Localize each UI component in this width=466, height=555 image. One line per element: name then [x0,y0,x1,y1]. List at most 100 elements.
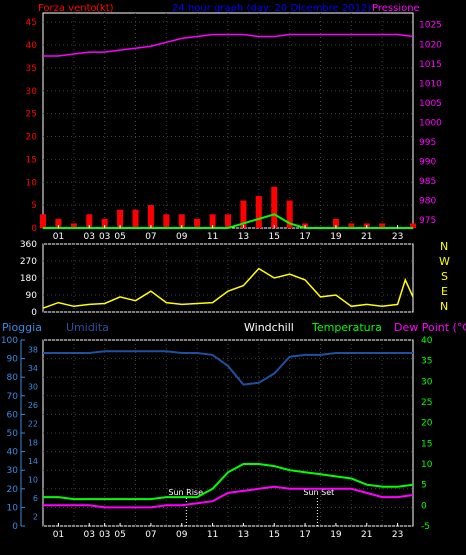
rain-tick-label: 30 [7,466,19,476]
humidity-tick-label: 38 [28,345,38,354]
pressure-label: Pressione [372,3,420,14]
left-tick-label: 40 [26,41,38,51]
right-tick-label: 1000 [419,118,442,128]
rain-tick-label: 80 [7,373,19,383]
left-tick-label: 45 [26,18,37,28]
left-tick-label: 15 [26,155,37,165]
left-tick-label: 0 [31,224,37,234]
temp-tick-label: 25 [421,398,432,408]
gust-bar [410,223,416,228]
temperature-label: Temperatura [311,321,382,334]
panel3-temp-ticks: -5 0 5 10 15 20 25 30 35 40 [421,336,433,532]
gust-bar [286,200,293,228]
compass-w: W [439,255,450,268]
wind-speed-label: Forza vento [38,3,97,14]
x-tick-label: 15 [269,232,280,242]
temp-tick-label: 30 [421,377,433,387]
x-tick-label: 03 [99,530,110,540]
rain-tick-label: 50 [7,429,19,439]
gust-bar [132,209,139,228]
right-tick-label: 1025 [419,21,442,31]
humidity-tick-label: 26 [28,401,38,410]
x-tick-label: 05 [114,530,125,540]
x-tick-label: 07 [145,530,156,540]
x-tick-label: 15 [269,530,280,540]
direction-tick-label: 0 [31,308,37,318]
x-tick-label: 07 [145,232,156,242]
wind-direction-panel: 0 90 180 270 360 N W S E N [20,240,450,318]
humidity-tick-label: 14 [28,457,38,466]
x-tick-label: 21 [361,530,372,540]
humidity-tick-label: 22 [28,420,38,429]
gust-bar [40,214,46,228]
right-tick-label: 995 [419,138,436,148]
wind-direction-line [42,267,414,309]
temp-tick-label: -5 [421,522,430,532]
right-tick-label: 1005 [419,99,442,109]
left-tick-label: 35 [26,64,37,74]
temperature-line [43,463,414,501]
x-tick-label: 11 [207,232,218,242]
gust-bar [178,214,185,228]
left-tick-label: 30 [26,87,38,97]
panel3-rain-ticks: 0 10 20 30 40 50 60 70 80 90 100 [1,336,25,532]
temp-tick-label: 15 [421,439,432,449]
panel2-grid [43,243,413,313]
x-tick-label: 17 [299,530,310,540]
rain-tick-label: 60 [7,410,19,420]
direction-tick-label: 90 [26,291,38,301]
left-tick-label: 10 [26,178,38,188]
humidity-label: Umidita [66,321,109,334]
dewpoint-label: Dew Point (°C) [394,321,466,334]
x-tick-label: 01 [53,232,64,242]
gust-bar [332,218,339,228]
right-tick-label: 990 [419,158,436,168]
direction-tick-label: 180 [20,274,37,284]
panel1-left-ticks: 0 5 10 15 20 25 30 35 40 45 [26,18,38,234]
x-tick-label: 01 [53,530,64,540]
x-tick-label: 03 [99,232,110,242]
gust-bar [225,214,231,228]
temp-tick-label: 20 [421,419,433,429]
compass-e: E [441,285,448,298]
temp-tick-label: 40 [421,336,433,346]
gust-bar [117,209,124,228]
gust-bar [209,214,216,228]
gust-bar [379,223,386,228]
rain-label: Pioggia [2,321,42,334]
left-tick-label: 25 [26,110,37,120]
gust-bar [163,214,170,228]
panel3-x-ticks: 01 03 03 05 07 09 11 13 15 17 19 21 23 [53,523,403,540]
dewpoint-line [43,485,414,509]
gust-bar [194,218,201,228]
left-tick-label: 5 [31,201,37,211]
panel1-x-ticks: 01 03 03 05 07 09 11 13 15 17 19 21 23 [53,225,403,242]
compass-n-bottom: N [440,300,448,313]
rain-tick-label: 40 [7,448,19,458]
direction-tick-label: 270 [20,257,37,267]
x-tick-label: 21 [361,232,372,242]
temp-tick-label: 5 [421,481,427,491]
chart-title: 24 hour graph (day: 20 Dicembre 2012) [172,3,371,14]
x-tick-label: 09 [176,530,188,540]
x-tick-label: 13 [238,232,249,242]
x-tick-label: 11 [207,530,218,540]
rain-tick-label: 70 [7,392,19,402]
humidity-tick-label: 6 [33,494,38,503]
x-tick-label: 19 [330,530,342,540]
right-tick-label: 975 [419,216,436,226]
humidity-tick-label: 34 [28,364,38,373]
pressure-line [43,33,414,57]
gust-bar [255,195,262,228]
gust-bar [147,205,154,228]
right-tick-label: 1015 [419,60,442,70]
humidity-tick-label: 18 [28,438,38,447]
right-tick-label: 1020 [419,40,442,50]
gust-bar [240,200,247,228]
rain-tick-label: 20 [7,485,19,495]
x-tick-label: 09 [176,232,188,242]
humidity-tick-label: 10 [28,476,38,485]
